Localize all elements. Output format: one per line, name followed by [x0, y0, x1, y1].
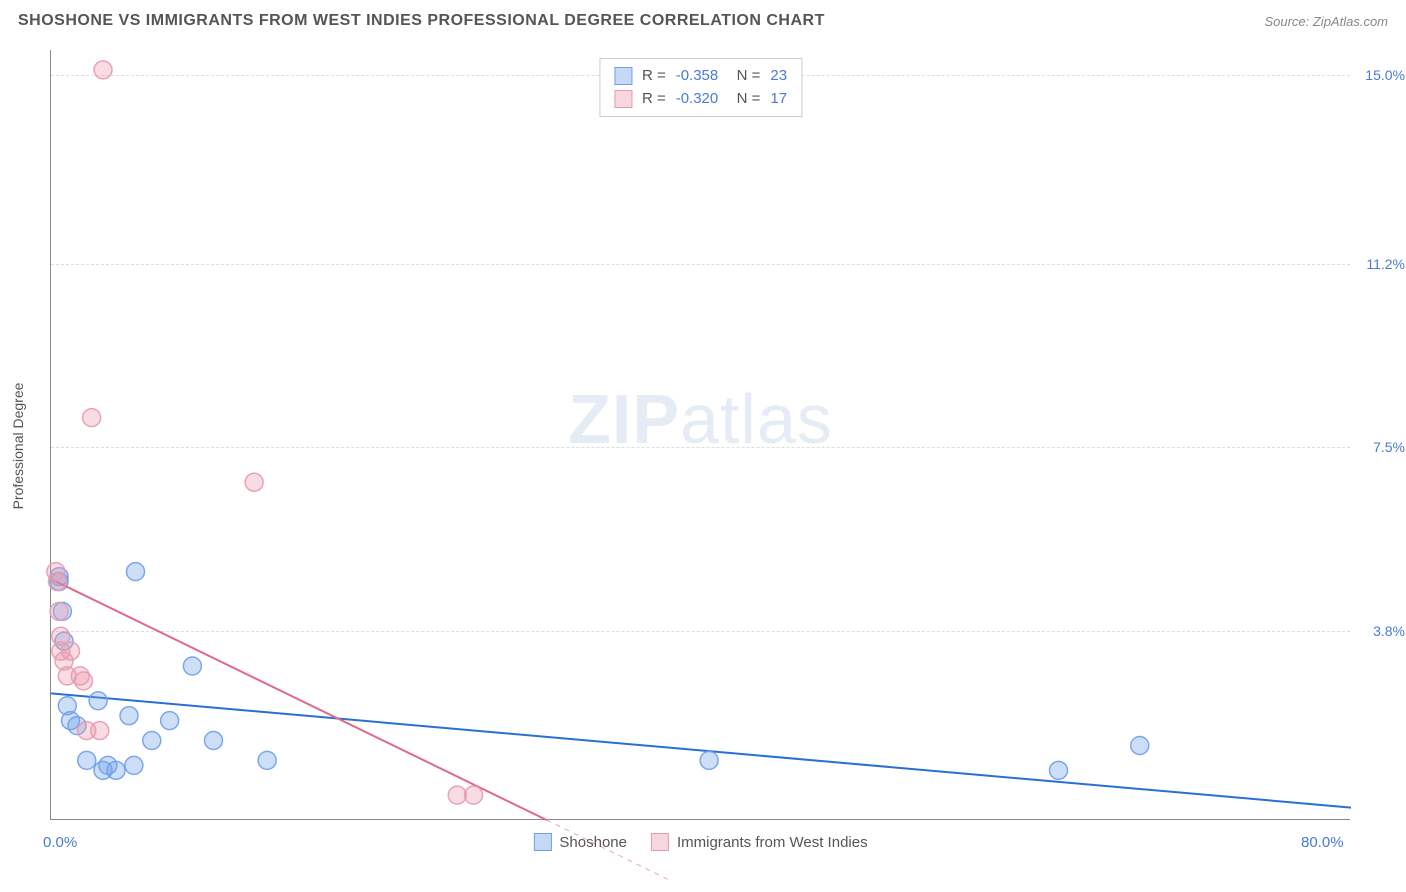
n-label: N =: [728, 88, 760, 111]
n-value-westindies: 17: [770, 88, 787, 111]
r-label: R =: [642, 88, 666, 111]
y-tick-label: 7.5%: [1373, 439, 1405, 455]
stats-legend: R = -0.358 N = 23 R = -0.320 N = 17: [599, 58, 802, 117]
r-value-shoshone: -0.358: [676, 65, 719, 88]
x-tick-label: 0.0%: [43, 834, 77, 851]
y-tick-label: 3.8%: [1373, 623, 1405, 639]
chart-header: SHOSHONE VS IMMIGRANTS FROM WEST INDIES …: [18, 12, 1388, 30]
y-tick-label: 11.2%: [1366, 256, 1405, 272]
legend-item-westindies: Immigrants from West Indies: [651, 833, 868, 851]
bottom-legend: Shoshone Immigrants from West Indies: [533, 833, 867, 851]
source-attribution: Source: ZipAtlas.com: [1264, 14, 1388, 29]
legend-item-shoshone: Shoshone: [533, 833, 627, 851]
n-label: N =: [728, 65, 760, 88]
plot-area: ZIPatlas 3.8%7.5%11.2%15.0% R = -0.358 N…: [50, 50, 1350, 820]
n-value-shoshone: 23: [770, 65, 787, 88]
x-tick-label: 80.0%: [1301, 834, 1344, 851]
legend-label-westindies: Immigrants from West Indies: [677, 834, 868, 851]
y-tick-label: 15.0%: [1365, 67, 1405, 83]
chart-title: SHOSHONE VS IMMIGRANTS FROM WEST INDIES …: [18, 12, 825, 30]
swatch-westindies: [614, 90, 632, 108]
y-axis-title: Professional Degree: [10, 383, 26, 510]
scatter-chart: [51, 50, 1350, 819]
legend-label-shoshone: Shoshone: [559, 834, 627, 851]
r-value-westindies: -0.320: [676, 88, 719, 111]
stats-row-westindies: R = -0.320 N = 17: [614, 88, 787, 111]
legend-swatch-shoshone: [533, 833, 551, 851]
r-label: R =: [642, 65, 666, 88]
swatch-shoshone: [614, 67, 632, 85]
legend-swatch-westindies: [651, 833, 669, 851]
stats-row-shoshone: R = -0.358 N = 23: [614, 65, 787, 88]
